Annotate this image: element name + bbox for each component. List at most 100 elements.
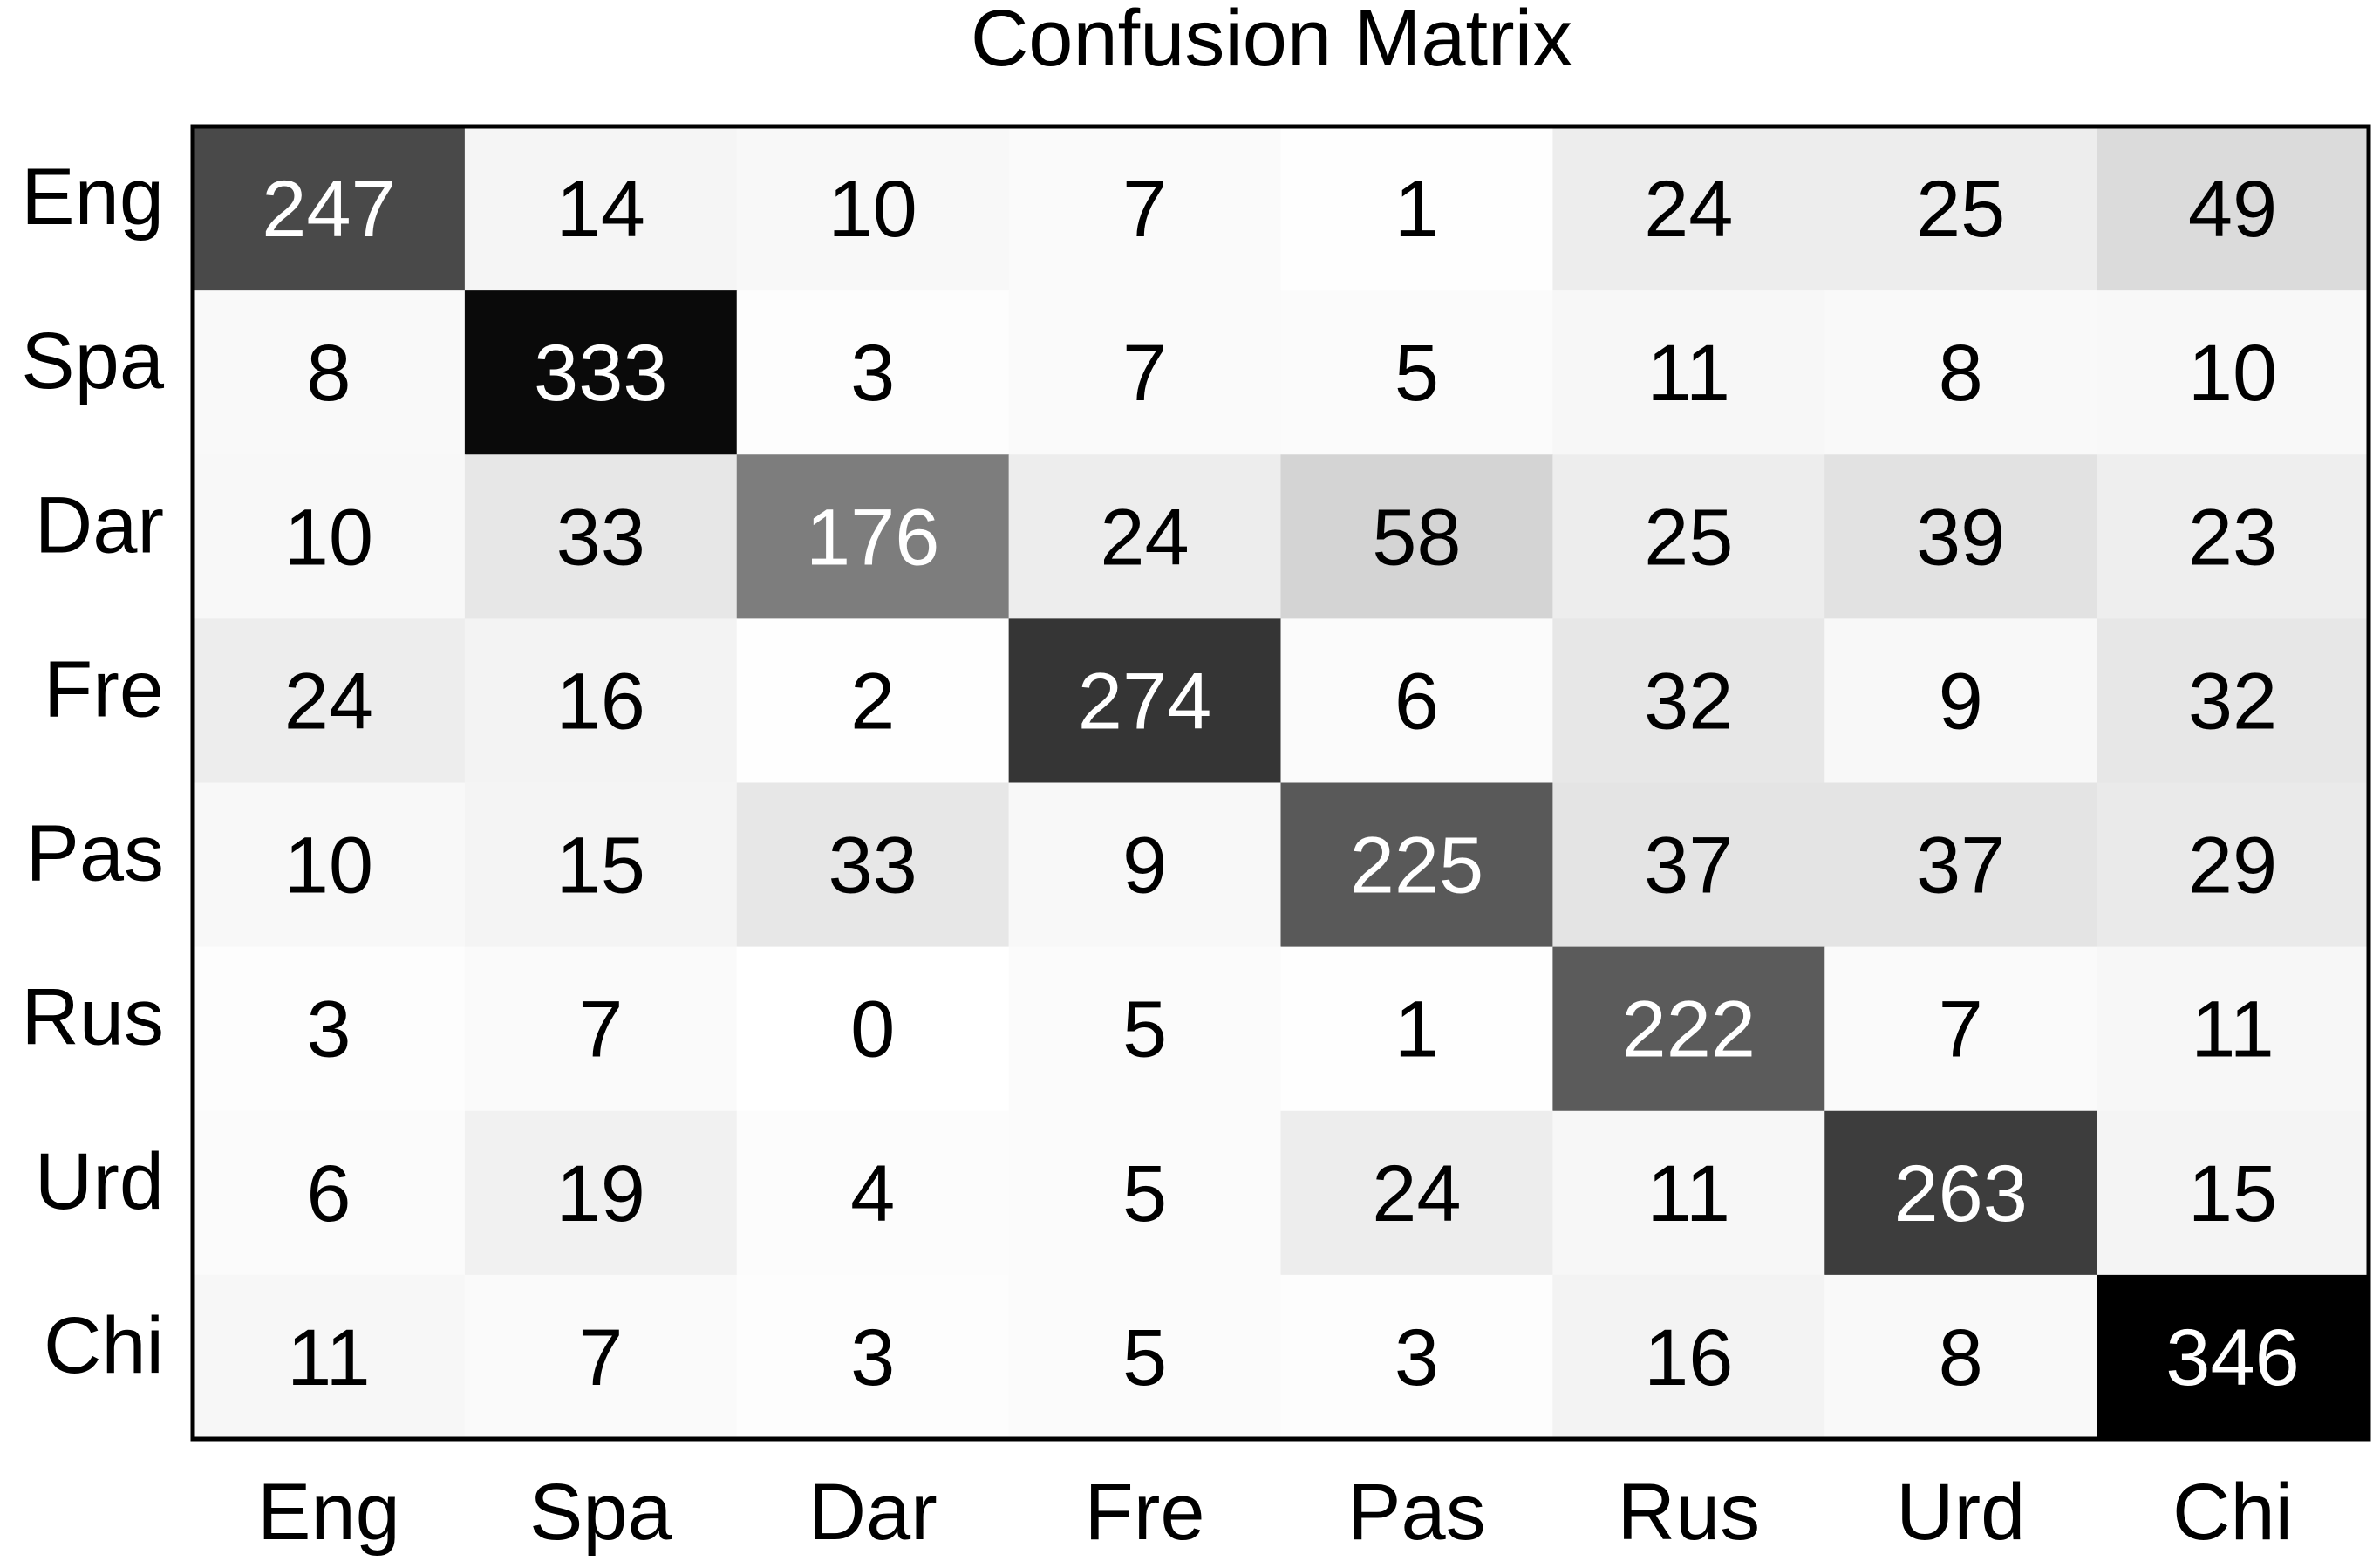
- y-tick-label: Eng: [21, 153, 164, 242]
- cell-value-label: 263: [1893, 1149, 2028, 1238]
- heatmap-cell-eng-spa: [464, 126, 738, 291]
- heatmap-cell-urd-fre: [1008, 1110, 1282, 1276]
- cell-value-label: 10: [829, 165, 917, 254]
- heatmap-cell-urd-urd: [1824, 1110, 2097, 1276]
- cell-value-label: 32: [1644, 657, 1733, 746]
- x-tick-label: Dar: [808, 1468, 938, 1557]
- cell-value-label: 29: [2188, 821, 2277, 910]
- x-tick-label: Pas: [1347, 1468, 1486, 1557]
- cell-value-label: 24: [1644, 165, 1733, 254]
- heatmap-cell-pas-rus: [1552, 782, 1825, 948]
- heatmap-cell-pas-eng: [193, 782, 466, 948]
- cell-value-label: 7: [1122, 165, 1167, 254]
- cell-value-label: 11: [1647, 1149, 1731, 1238]
- x-tick-label: Chi: [2172, 1468, 2293, 1557]
- cell-value-label: 11: [287, 1313, 371, 1402]
- x-tick-label: Urd: [1896, 1468, 2025, 1557]
- cell-value-label: 4: [850, 1149, 895, 1238]
- heatmap-cell-dar-eng: [193, 454, 466, 619]
- cell-value-label: 39: [1916, 493, 2005, 582]
- heatmap-cell-fre-pas: [1280, 618, 1553, 784]
- heatmap-cell-chi-spa: [464, 1274, 738, 1440]
- heatmap-cell-eng-dar: [736, 126, 1010, 291]
- heatmap-cell-rus-chi: [2097, 946, 2370, 1112]
- heatmap-cell-rus-spa: [464, 946, 738, 1112]
- chart-title: Confusion Matrix: [971, 0, 1572, 83]
- cell-value-label: 58: [1372, 493, 1461, 582]
- cell-value-label: 24: [1372, 1149, 1461, 1238]
- x-tick-label: Spa: [529, 1468, 673, 1557]
- y-tick-label: Spa: [21, 317, 165, 406]
- cell-value-label: 5: [1122, 1149, 1167, 1238]
- heatmap-cell-chi-rus: [1552, 1274, 1825, 1440]
- y-tick-label: Fre: [44, 644, 164, 733]
- cell-value-label: 16: [1644, 1313, 1733, 1402]
- x-axis-tick-labels: Eng Spa Dar Fre Pas Rus Urd Chi: [257, 1468, 2293, 1557]
- cell-value-label: 5: [1394, 329, 1439, 418]
- heatmap-cell-fre-spa: [464, 618, 738, 784]
- heatmap-cell-urd-eng: [193, 1110, 466, 1276]
- cell-value-label: 37: [1644, 821, 1733, 910]
- heatmap-cell-eng-pas: [1280, 126, 1553, 291]
- heatmap-cell-spa-eng: [193, 290, 466, 455]
- heatmap-cell-urd-chi: [2097, 1110, 2370, 1276]
- cell-value-label: 274: [1078, 657, 1212, 746]
- cell-value-label: 7: [578, 1313, 623, 1402]
- heatmap-cell-rus-eng: [193, 946, 466, 1112]
- cell-value-label: 25: [1916, 165, 2005, 254]
- cell-value-label: 8: [1939, 1313, 1983, 1402]
- heatmap-cell-spa-fre: [1008, 290, 1282, 455]
- heatmap-cell-dar-chi: [2097, 454, 2370, 619]
- cell-value-label: 24: [1100, 493, 1189, 582]
- heatmap-cell-dar-spa: [464, 454, 738, 619]
- cell-value-label: 10: [2188, 329, 2277, 418]
- cell-value-label: 23: [2188, 493, 2277, 582]
- y-tick-label: Urd: [35, 1137, 164, 1226]
- x-tick-label: Fre: [1085, 1468, 1205, 1557]
- cell-value-label: 15: [556, 821, 645, 910]
- heatmap-cell-dar-urd: [1824, 454, 2097, 619]
- heatmap-cell-rus-dar: [736, 946, 1010, 1112]
- heatmap-cell-dar-fre: [1008, 454, 1282, 619]
- y-tick-label: Rus: [21, 973, 164, 1062]
- cell-value-label: 6: [306, 1149, 351, 1238]
- cell-value-label: 8: [306, 329, 351, 418]
- cell-value-label: 0: [850, 985, 895, 1074]
- cell-value-label: 11: [2191, 985, 2274, 1074]
- x-tick-label: Rus: [1618, 1468, 1761, 1557]
- heatmap-cell-chi-pas: [1280, 1274, 1553, 1440]
- cell-value-label: 8: [1939, 329, 1983, 418]
- heatmap-cell-spa-chi: [2097, 290, 2370, 455]
- heatmap-cell-chi-eng: [193, 1274, 466, 1440]
- cell-value-label: 37: [1916, 821, 2005, 910]
- heatmap-cell-eng-eng: [193, 126, 466, 291]
- heatmap-cell-chi-dar: [736, 1274, 1010, 1440]
- cell-value-label: 10: [284, 821, 373, 910]
- cell-value-label: 225: [1350, 821, 1484, 910]
- plot-frame: [190, 124, 2371, 1442]
- heatmap-cell-fre-dar: [736, 618, 1010, 784]
- cell-value-label: 7: [1939, 985, 1983, 1074]
- heatmap-cell-pas-dar: [736, 782, 1010, 948]
- x-tick-label: Eng: [257, 1468, 400, 1557]
- heatmap-cell-pas-pas: [1280, 782, 1553, 948]
- cell-value-label: 25: [1644, 493, 1733, 582]
- cell-value-label: 222: [1622, 985, 1756, 1074]
- y-axis-tick-labels: Eng Spa Dar Fre Pas Rus Urd Chi: [21, 153, 165, 1390]
- cell-value-label: 1: [1394, 985, 1439, 1074]
- cell-value-label: 9: [1122, 821, 1167, 910]
- heatmap-cell-chi-chi: [2097, 1274, 2370, 1440]
- heatmap-cell-fre-chi: [2097, 618, 2370, 784]
- heatmap-cell-eng-fre: [1008, 126, 1282, 291]
- heatmap-cell-spa-pas: [1280, 290, 1553, 455]
- heatmap-cell-urd-pas: [1280, 1110, 1553, 1276]
- heatmap-cell-pas-spa: [464, 782, 738, 948]
- cell-value-label: 6: [1394, 657, 1439, 746]
- heatmap-cell-chi-urd: [1824, 1274, 2097, 1440]
- cell-value-label: 7: [1122, 329, 1167, 418]
- cell-value-label: 24: [284, 657, 373, 746]
- y-tick-label: Chi: [44, 1301, 164, 1390]
- heatmap-cell-eng-chi: [2097, 126, 2370, 291]
- cell-value-label: 3: [306, 985, 351, 1074]
